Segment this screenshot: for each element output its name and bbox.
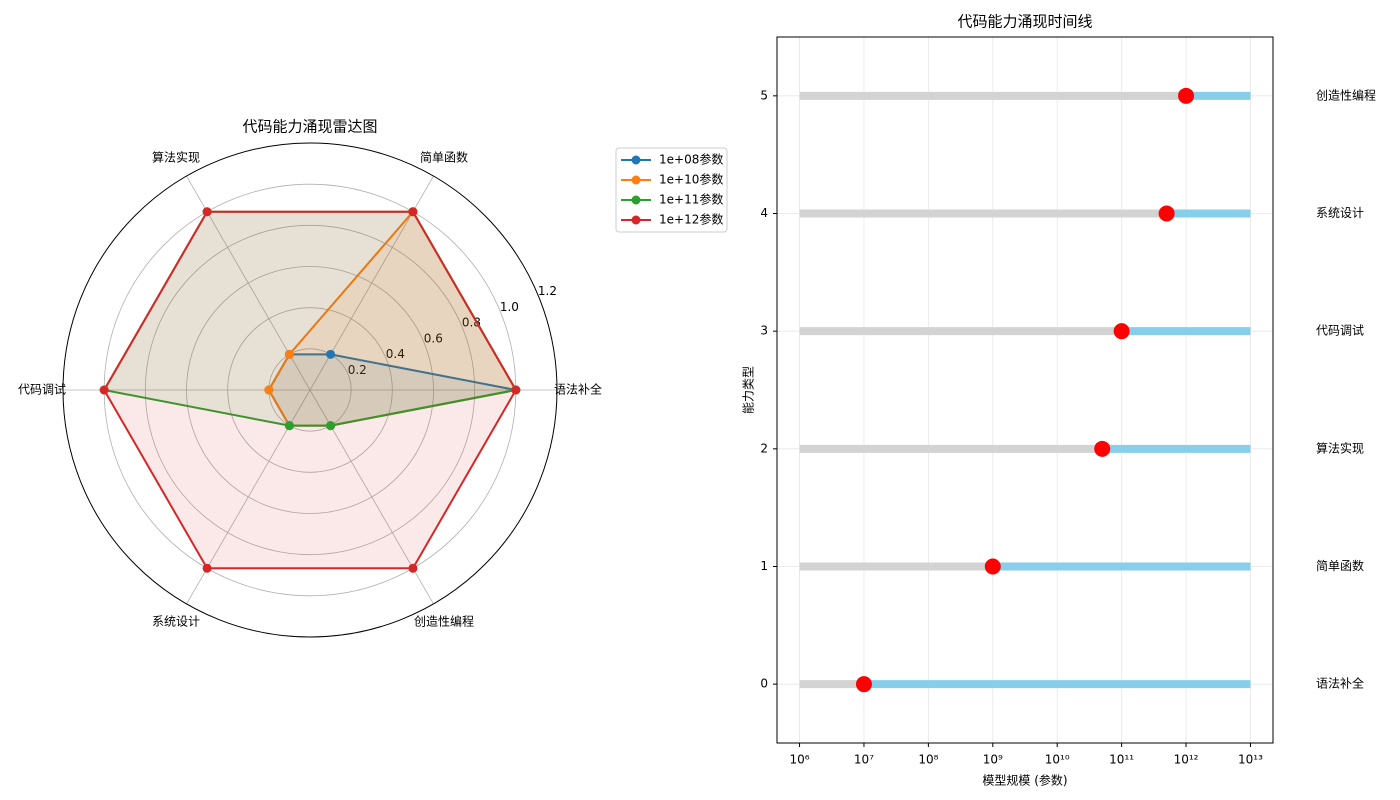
legend-marker — [631, 215, 641, 225]
x-tick-label: 10¹² — [1174, 753, 1199, 767]
legend-label: 1e+11参数 — [659, 192, 723, 207]
r-tick-label: 0.2 — [348, 363, 367, 377]
series-marker — [202, 563, 212, 573]
x-tick-label: 10⁶ — [789, 753, 809, 767]
legend-marker — [631, 175, 641, 185]
y-tick-label: 5 — [760, 88, 768, 102]
y-axis-label: 能力类型 — [742, 366, 756, 414]
x-tick-label: 10⁹ — [983, 753, 1003, 767]
series-marker — [99, 385, 109, 395]
legend-marker — [631, 155, 641, 165]
legend-marker — [631, 195, 641, 205]
category-label: 代码调试 — [18, 382, 66, 397]
r-tick-label: 0.6 — [424, 331, 443, 345]
r-tick-label: 0.8 — [462, 316, 481, 330]
capability-label: 简单函数 — [1316, 558, 1364, 573]
emergence-point — [1094, 440, 1111, 457]
series-area — [103, 210, 517, 570]
r-tick-label: 1.0 — [500, 300, 519, 314]
y-tick-label: 0 — [760, 677, 768, 691]
series-marker — [202, 207, 212, 217]
y-tick-label: 3 — [760, 324, 768, 338]
series-marker — [408, 207, 418, 217]
capability-label: 语法补全 — [1316, 676, 1364, 691]
radar-title: 代码能力涌现雷达图 — [242, 118, 377, 136]
legend-label: 1e+10参数 — [659, 172, 723, 187]
capability-label: 创造性编程 — [1316, 87, 1376, 102]
emergence-point — [984, 558, 1001, 575]
series-marker — [326, 421, 336, 431]
series-marker — [284, 421, 294, 431]
r-tick-label: 0.4 — [386, 347, 405, 361]
x-tick-label: 10⁷ — [854, 753, 874, 767]
series-marker — [264, 385, 274, 395]
category-label: 算法实现 — [152, 149, 200, 164]
y-tick-label: 1 — [760, 559, 768, 573]
series-marker — [408, 563, 418, 573]
legend-label: 1e+12参数 — [659, 212, 723, 227]
x-tick-label: 10¹³ — [1238, 753, 1263, 767]
series-marker — [326, 349, 336, 359]
x-axis-label: 模型规模 (参数) — [982, 773, 1067, 788]
capability-label: 算法实现 — [1316, 440, 1364, 455]
y-tick-label: 2 — [760, 441, 768, 455]
r-tick-label: 1.2 — [538, 284, 557, 298]
category-label: 语法补全 — [554, 382, 602, 397]
capability-label: 代码调试 — [1316, 323, 1364, 338]
emergence-point — [1178, 87, 1195, 104]
series-marker — [284, 349, 294, 359]
capability-label: 系统设计 — [1316, 206, 1364, 220]
timeline-title: 代码能力涌现时间线 — [957, 13, 1092, 31]
legend-label: 1e+08参数 — [659, 152, 723, 167]
legend-box — [615, 147, 728, 233]
outer-frame — [62, 142, 558, 638]
x-tick-label: 10¹¹ — [1109, 753, 1134, 767]
category-label: 简单函数 — [420, 149, 468, 164]
x-tick-label: 10⁸ — [918, 753, 938, 767]
category-label: 系统设计 — [152, 615, 200, 629]
emergence-point — [855, 676, 872, 693]
x-tick-label: 10¹⁰ — [1045, 753, 1070, 767]
emergence-point — [1158, 205, 1175, 222]
category-label: 创造性编程 — [414, 614, 474, 629]
y-tick-label: 4 — [760, 206, 768, 220]
series-marker — [511, 385, 521, 395]
axes-frame — [776, 36, 1274, 744]
emergence-point — [1113, 323, 1130, 340]
